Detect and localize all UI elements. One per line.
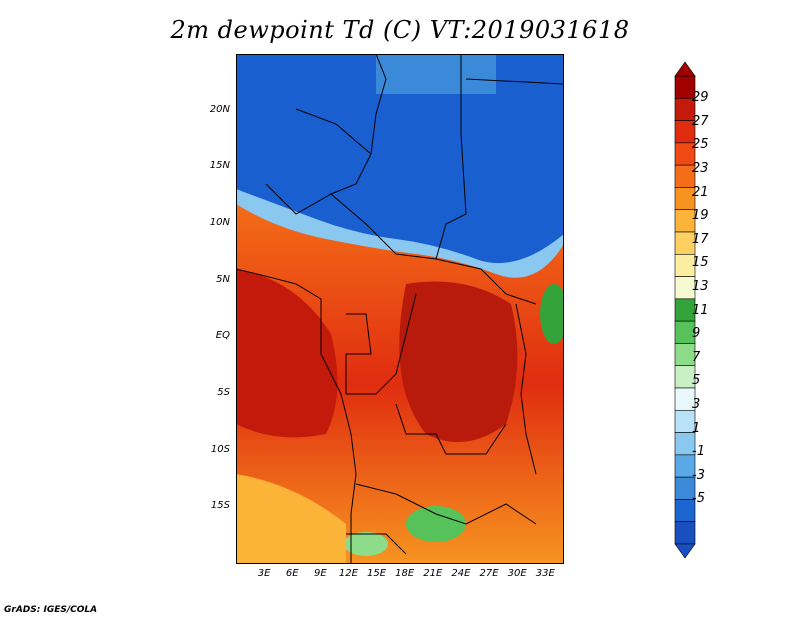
map-title: 2m dewpoint Td (C) VT:2019031618 — [170, 16, 630, 44]
colorbar-label: 5 — [692, 373, 701, 389]
green-patch — [540, 284, 564, 344]
green-patch — [344, 532, 388, 556]
colorbar-label: 9 — [692, 326, 701, 342]
colorbar-label: -3 — [692, 467, 705, 483]
dry-region-light — [376, 54, 496, 94]
lon-label: 30E — [507, 568, 527, 579]
lat-label: 10S — [210, 443, 230, 455]
lon-label: 18E — [395, 568, 415, 579]
lon-label: 24E — [451, 568, 471, 579]
colorbar-label: 21 — [692, 184, 709, 200]
colorbar-label: 23 — [692, 161, 709, 177]
map-frame — [236, 54, 564, 564]
colorbar-label: 11 — [692, 302, 709, 318]
colorbar-label: 29 — [692, 90, 709, 106]
lon-label: 9E — [313, 568, 327, 579]
lon-label: 3E — [257, 568, 271, 579]
lon-label: 21E — [423, 568, 443, 579]
lat-label: 15N — [209, 160, 230, 172]
colorbar-label: 25 — [692, 137, 709, 153]
colorbar-label: 19 — [692, 208, 709, 224]
credit-footer: GrADS: IGES/COLA — [4, 605, 98, 615]
lat-label: 15S — [210, 500, 230, 512]
coastline — [236, 268, 357, 564]
southwest-region — [236, 474, 346, 564]
lat-label: EQ — [215, 330, 230, 342]
colorbar-label: 1 — [692, 420, 701, 436]
colorbar-label: 7 — [692, 349, 701, 365]
humid-core — [399, 281, 518, 442]
lon-label: 27E — [479, 568, 499, 579]
colorbar-label: -1 — [692, 444, 705, 460]
lat-label: 20N — [209, 103, 230, 115]
colorbar-swatch — [674, 521, 696, 545]
lat-label: 10N — [209, 217, 230, 228]
west-coast-core — [236, 269, 338, 438]
lon-label: 15E — [367, 568, 387, 579]
colorbar-label: 27 — [692, 113, 709, 129]
colorbar-label: 17 — [692, 231, 709, 247]
lat-label: 5S — [217, 387, 230, 398]
colorbar-label: -5 — [692, 491, 705, 507]
lon-label: 12E — [338, 568, 358, 579]
colorbar-min-arrow — [674, 543, 696, 559]
colorbar: 29 27 25 23 21 19 17 15 13 11 9 7 5 3 1 -1 -3 -5 — [670, 60, 750, 560]
lat-label: 5N — [216, 273, 230, 285]
dewpoint-map — [236, 54, 564, 564]
green-patch — [406, 506, 466, 542]
colorbar-label: 15 — [692, 255, 709, 271]
colorbar-swatches — [674, 61, 696, 559]
lon-label: 6E — [285, 568, 299, 579]
lon-label: 33E — [535, 568, 555, 579]
country-borders — [265, 54, 564, 555]
colorbar-label: 3 — [692, 397, 701, 413]
colorbar-label: 13 — [692, 279, 709, 295]
colorbar-max-arrow — [674, 61, 696, 77]
